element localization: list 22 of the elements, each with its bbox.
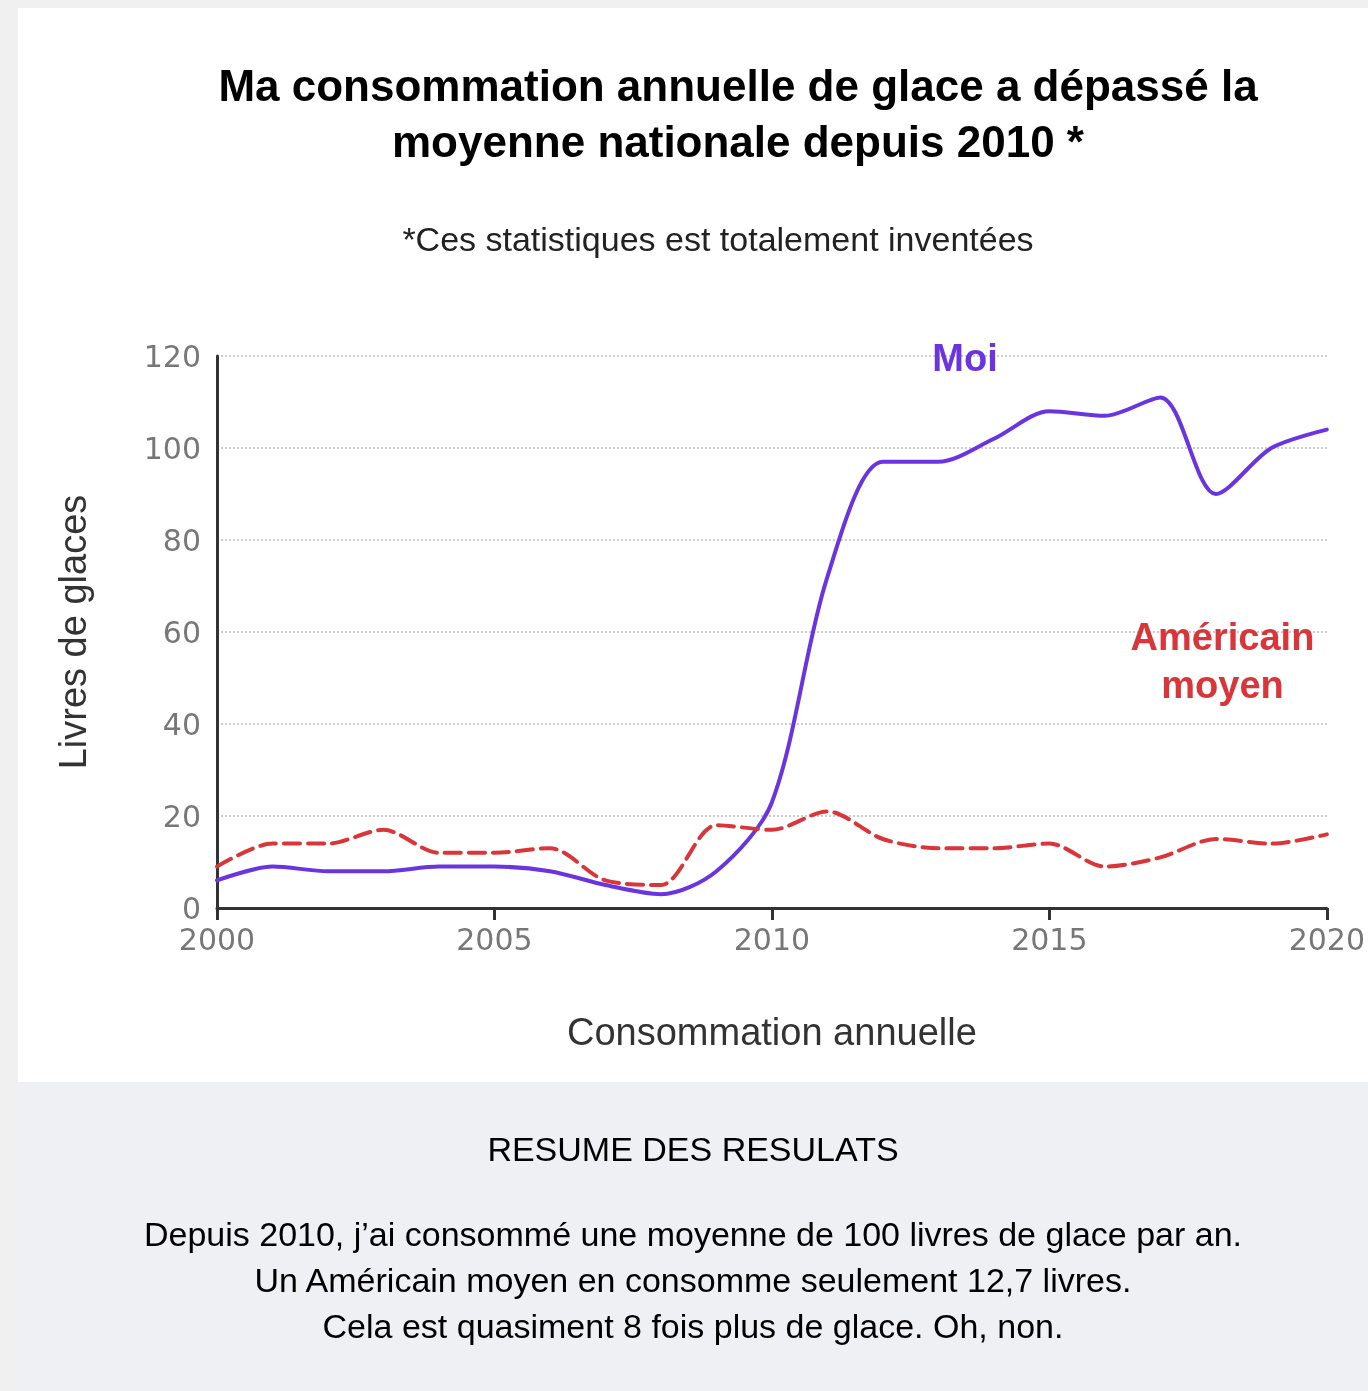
text: Américain moyen: [1130, 616, 1315, 706]
x-tick-label: 2020: [1288, 921, 1366, 957]
y-tick-label: 80: [162, 522, 201, 558]
series-label: Moi: [932, 336, 998, 379]
line-series: [215, 809, 1329, 887]
y-tick-label: 120: [143, 338, 201, 374]
y-tick-label: 60: [162, 614, 201, 650]
chart-subtitle: *Ces statistiques est totalement inventées: [401, 220, 1035, 259]
x-axis-title: Consommation annuelle: [567, 1011, 977, 1053]
y-axis-title: Livres de glaces: [52, 494, 94, 770]
x-tick-label: 2005: [456, 921, 533, 957]
text: RESUME DES RESULATS: [486, 1130, 900, 1169]
text: Cela est quasiment 8 fois plus de glace. Oh, non.: [321, 1306, 1065, 1347]
text: Depuis 2010, j’ai consommé une moyenne de 100 livres de glace par an.: [142, 1214, 1244, 1255]
x-tick-label: 2015: [1011, 921, 1088, 957]
y-tick-label: 20: [162, 798, 201, 834]
y-tick-label: 100: [143, 430, 201, 466]
text: Un Américain moyen en consomme seulement 12,7 livres.: [253, 1260, 1133, 1301]
line-series: [215, 395, 1329, 897]
chart-title: Ma consommation annuelle de glace a dépassé la moyenne nationale depuis 2010 *: [217, 60, 1259, 168]
x-tick-label: 2010: [733, 921, 811, 957]
y-tick-label: 40: [162, 706, 201, 742]
